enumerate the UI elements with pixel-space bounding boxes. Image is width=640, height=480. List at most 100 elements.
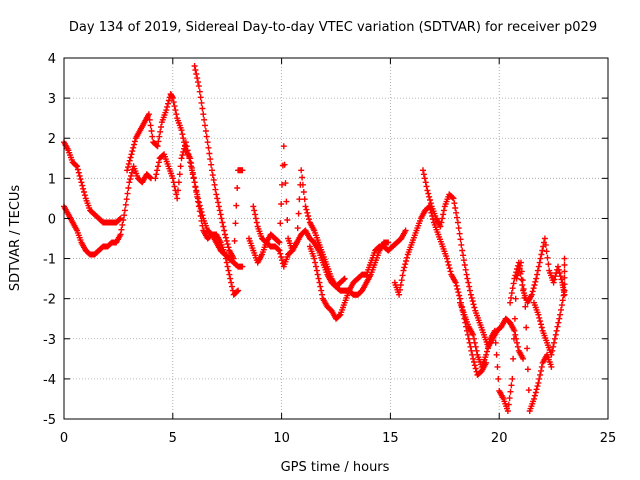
data-point [128,169,135,176]
data-point [232,220,239,227]
data-point [426,193,433,200]
data-point [453,209,460,216]
data-point [561,274,568,281]
data-point [188,163,195,170]
data-point [319,291,326,298]
data-point [531,392,538,399]
data-point [170,179,177,186]
data-point [427,200,434,207]
data-point [463,271,470,278]
y-tick-label: 2 [48,132,56,147]
data-point [226,271,233,278]
data-point [193,71,200,77]
series-track-d [152,139,246,270]
data-point [510,355,517,362]
data-point [147,122,154,129]
data-point [550,343,557,350]
data-point [157,128,164,135]
data-point [233,202,240,209]
data-point [397,286,403,293]
data-point [420,171,427,178]
data-point [471,359,477,365]
data-point [549,347,556,354]
data-point [215,203,222,210]
data-point [491,327,498,334]
data-point [460,252,467,259]
data-point [213,191,220,198]
data-point [202,128,209,134]
data-point [445,262,452,268]
data-point [311,255,318,262]
data-point [250,203,257,210]
data-point [514,339,520,346]
data-point [124,167,131,174]
data-point [116,216,123,223]
data-point [454,219,461,226]
data-point [515,259,522,266]
data-point [486,339,493,345]
y-tick-label: -4 [43,373,56,388]
data-point [508,382,515,389]
data-point [224,241,231,248]
data-point [198,99,205,106]
data-point [559,297,566,304]
x-tick-label: 5 [169,431,177,446]
data-point [195,198,201,205]
data-point [403,258,410,264]
data-point [120,217,127,223]
data-point [252,215,259,222]
data-point [314,271,321,278]
data-point [171,183,178,190]
data-point [539,247,546,254]
data-point [511,275,518,282]
data-point [439,215,446,222]
data-point [230,255,237,262]
data-point [459,247,466,254]
data-point [558,276,565,283]
data-point [193,189,200,195]
data-point [156,133,163,140]
data-point [154,167,161,174]
data-point [295,210,302,217]
data-point [532,278,539,285]
data-point [278,254,285,260]
series-track-a [61,139,124,226]
data-point [396,291,403,298]
data-point [211,181,218,188]
data-point [548,363,555,370]
data-point [555,266,562,273]
data-point [153,171,160,178]
data-point [548,351,555,358]
data-point [516,265,523,272]
data-point [206,150,213,157]
data-point [558,302,565,309]
y-tick-label: -2 [43,293,56,308]
data-point [227,275,234,282]
data-point [175,179,182,186]
data-point [561,281,568,288]
data-point [511,335,517,342]
data-point [217,211,224,218]
y-tick-label: 3 [48,92,56,107]
data-point [558,306,564,313]
data-point [195,203,202,210]
data-point [186,155,193,162]
series-track-h [306,227,409,322]
data-point [180,148,187,155]
data-point [462,266,469,273]
data-point [493,351,500,358]
data-point [298,167,305,174]
data-point [551,339,557,346]
y-tick-label: -5 [43,413,56,428]
data-point [529,288,536,295]
data-point [446,265,453,272]
data-point [121,207,128,214]
data-point [461,262,468,268]
x-tick-label: 0 [60,431,68,446]
data-point [524,345,531,352]
data-point [78,179,85,186]
data-point [222,234,229,241]
data-point [536,314,543,321]
data-point [296,196,303,203]
y-tick-label: 0 [48,212,56,227]
